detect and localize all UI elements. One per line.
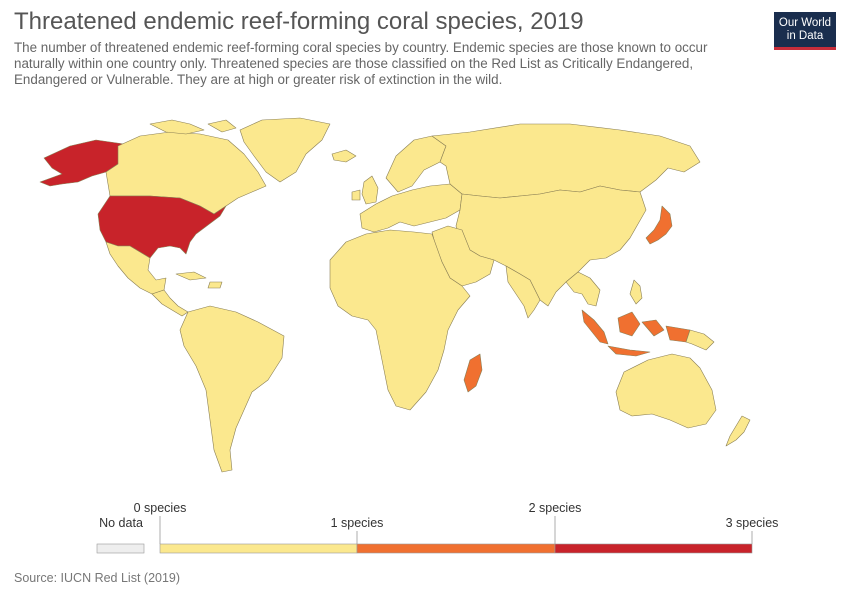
legend-tick-0-species: 0 species [134, 501, 187, 515]
country-papua-new-guinea[interactable] [685, 329, 715, 351]
country-japan[interactable] [645, 205, 673, 245]
region-asia [455, 185, 647, 307]
region-british-isles [351, 175, 379, 205]
country-madagascar[interactable] [463, 353, 483, 393]
region-southeast-asia [565, 271, 601, 307]
legend-tick-3-species: 3 species [726, 516, 779, 530]
country-russia[interactable] [431, 123, 701, 199]
world-map [39, 117, 751, 473]
country-australia[interactable] [615, 353, 717, 429]
country-india[interactable] [505, 265, 541, 319]
region-caribbean [175, 271, 223, 289]
country-alaska[interactable] [39, 139, 125, 187]
legend-tick-2-species: 2 species [529, 501, 582, 515]
legend-bin-1-2[interactable] [356, 543, 556, 554]
country-mexico[interactable] [105, 241, 167, 295]
legend-bin-0-1[interactable] [159, 543, 358, 554]
source-note: Source: IUCN Red List (2019) [14, 571, 181, 585]
legend-bin-2-3[interactable] [554, 543, 753, 554]
logo-line-2: in Data [786, 30, 824, 42]
country-philippines[interactable] [629, 279, 643, 305]
region-south-america [179, 305, 285, 473]
logo-accent-bar [774, 47, 836, 50]
legend-no-data-swatch[interactable] [96, 543, 145, 554]
country-greenland[interactable] [239, 117, 331, 183]
region-europe [359, 183, 463, 233]
country-canada-islands [149, 119, 237, 135]
legend-no-data-label: No data [99, 516, 143, 530]
country-iceland[interactable] [331, 149, 357, 163]
region-central-america [151, 289, 189, 317]
region-africa [329, 229, 471, 411]
logo-line-1: Our World [778, 17, 832, 29]
chart-title: Threatened endemic reef-forming coral sp… [14, 8, 584, 35]
country-new-zealand[interactable] [725, 415, 751, 447]
country-indonesia[interactable] [581, 309, 691, 357]
legend-tick-1-species: 1 species [331, 516, 384, 530]
owid-logo[interactable]: Our World in Data [774, 12, 836, 50]
chart-subtitle: The number of threatened endemic reef-fo… [14, 40, 708, 87]
map-legend: 0 species 1 species 2 species 3 species … [96, 501, 779, 554]
region-scandinavia [385, 135, 447, 193]
